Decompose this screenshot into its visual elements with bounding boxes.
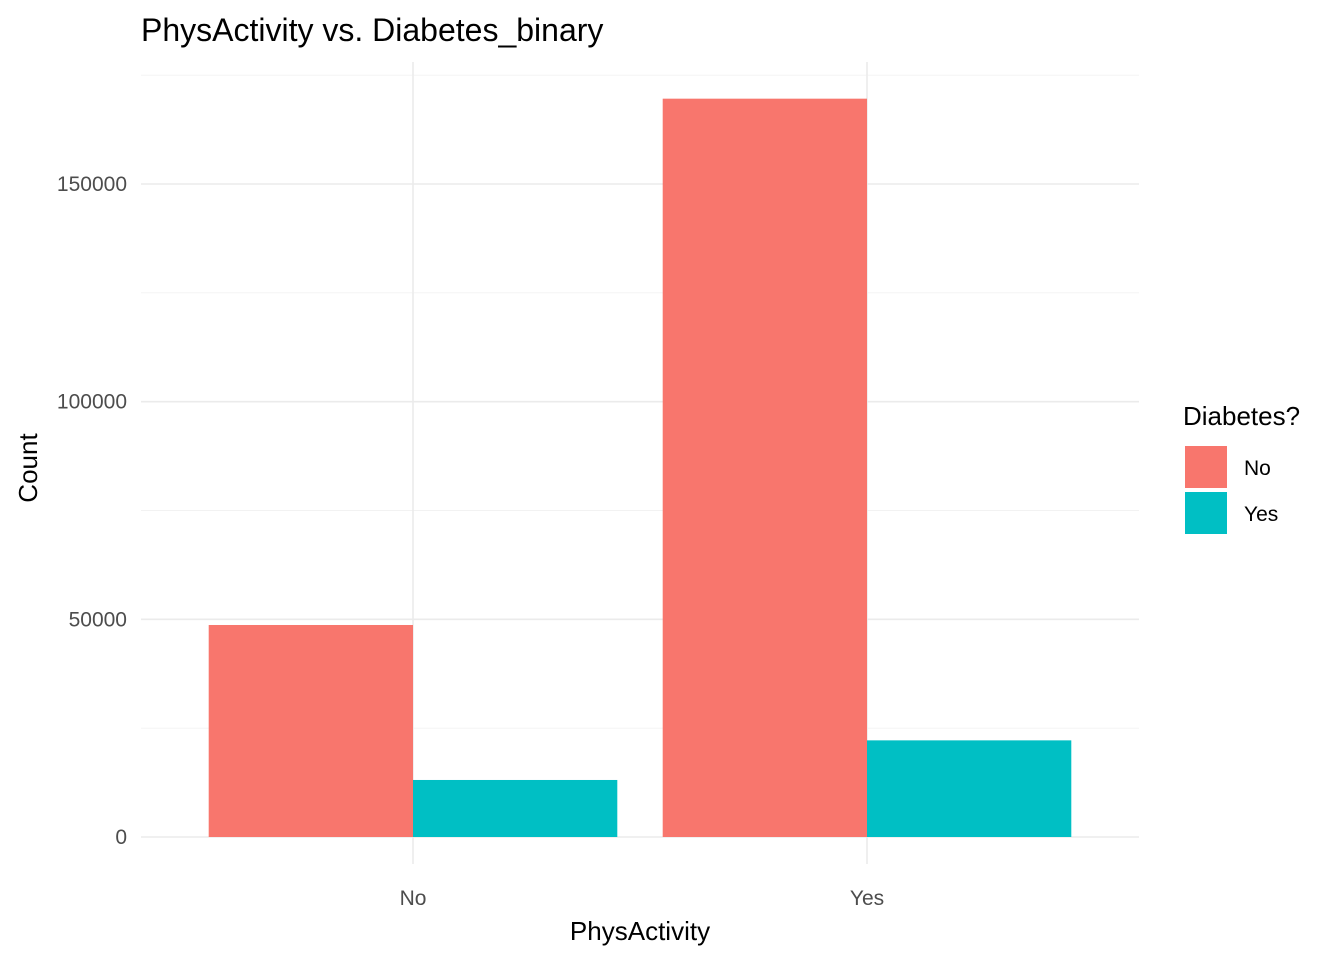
x-axis-title: PhysActivity [570,916,710,946]
y-axis-tick-labels: 0 50000 100000 150000 [57,173,127,849]
chart-title: PhysActivity vs. Diabetes_binary [141,12,603,48]
bar-yes-yes [867,740,1072,837]
legend-label: Yes [1244,503,1278,526]
x-tick-label: No [400,887,427,910]
bar-no-yes [413,779,618,837]
y-tick-label: 100000 [57,391,127,414]
bar-yes-no [662,98,867,837]
bars [208,98,1072,837]
bar-no-no [208,624,413,837]
legend-key-yes [1185,492,1227,534]
y-tick-label: 50000 [69,608,127,631]
legend-label: No [1244,457,1271,480]
legend-title: Diabetes? [1183,401,1300,431]
legend-key-no [1185,446,1227,488]
y-tick-label: 0 [115,826,127,849]
x-axis-tick-labels: No Yes [400,887,885,910]
x-tick-label: Yes [850,887,884,910]
y-tick-label: 150000 [57,173,127,196]
legend: Diabetes? No Yes [1183,401,1300,534]
y-axis-title: Count [13,433,43,503]
minor-gridlines [141,74,1139,729]
